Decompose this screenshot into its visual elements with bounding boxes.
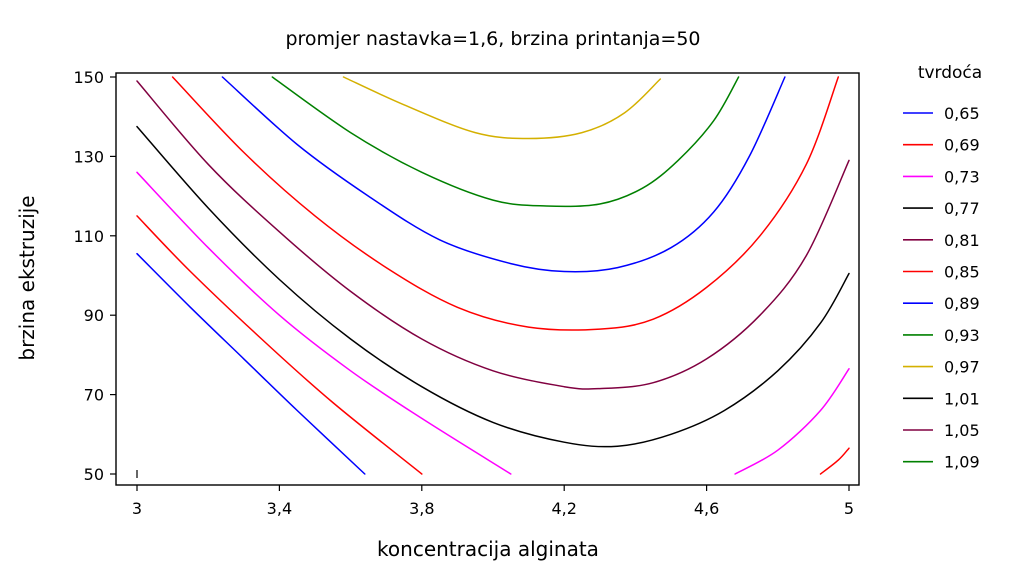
- legend-entry-9: 1,01: [903, 389, 980, 408]
- chart-title: promjer nastavka=1,6, brzina printanja=5…: [285, 28, 700, 50]
- legend-label-1: 0,69: [944, 136, 980, 155]
- legend-entry-10: 1,05: [903, 421, 980, 440]
- y-tick-label-0: 50: [84, 465, 104, 484]
- legend-entry-1: 0,69: [903, 136, 980, 155]
- x-axis: 3 3,4 3,8 4,2 4,6 5: [132, 485, 854, 518]
- legend-entry-8: 0,97: [903, 358, 980, 377]
- contour-0-65-0: [136, 252, 366, 475]
- plot-frame: [115, 72, 860, 486]
- contour-0-89-0: [221, 76, 786, 273]
- y-tick-label-5: 150: [73, 68, 104, 87]
- x-tick-label-3: 4,2: [551, 499, 576, 518]
- legend-label-4: 0,81: [944, 231, 980, 250]
- legend-label-11: 1,09: [944, 453, 980, 472]
- legend-label-9: 1,01: [944, 389, 980, 408]
- legend-entry-5: 0,85: [903, 263, 980, 282]
- contour-lines: [136, 76, 850, 478]
- y-tick-label-1: 70: [84, 386, 104, 405]
- legend-entry-4: 0,81: [903, 231, 980, 250]
- x-tick-label-2: 3,8: [409, 499, 434, 518]
- plot-area: 3 3,4 3,8 4,2 4,6 5 50 70 90 110 130 150: [73, 68, 860, 518]
- legend-entry-3: 0,77: [903, 199, 980, 218]
- contour-0-81-0: [136, 80, 850, 390]
- x-axis-label: koncentracija alginata: [377, 537, 599, 561]
- x-tick-label-5: 5: [844, 499, 854, 518]
- legend-label-10: 1,05: [944, 421, 980, 440]
- legend-entry-7: 0,93: [903, 326, 980, 345]
- y-tick-label-3: 110: [73, 227, 104, 246]
- x-tick-label-1: 3,4: [267, 499, 292, 518]
- contour-0-73-1: [734, 368, 850, 475]
- legend-label-3: 0,77: [944, 199, 980, 218]
- contour-0-93-0: [271, 76, 740, 208]
- y-tick-label-2: 90: [84, 306, 104, 325]
- legend: tvrdoća 0,65 0,69 0,73 0,77 0,81 0,85 0,89 0,93…: [903, 63, 982, 472]
- legend-entry-11: 1,09: [903, 453, 980, 472]
- legend-entry-0: 0,65: [903, 104, 980, 123]
- contour-0-77-0: [136, 125, 850, 448]
- contour-0-69-0: [136, 215, 423, 475]
- legend-label-7: 0,93: [944, 326, 980, 345]
- contour-0-73-0: [136, 171, 512, 475]
- y-axis: 50 70 90 110 130 150: [73, 68, 116, 484]
- legend-label-8: 0,97: [944, 358, 980, 377]
- legend-label-5: 0,85: [944, 263, 980, 282]
- y-axis-label: brzina ekstruzije: [15, 195, 39, 360]
- contour-0-97-0: [342, 76, 662, 140]
- legend-title: tvrdoća: [918, 63, 982, 83]
- legend-label-6: 0,89: [944, 294, 980, 313]
- y-tick-label-4: 130: [73, 147, 104, 166]
- legend-label-0: 0,65: [944, 104, 980, 123]
- legend-label-2: 0,73: [944, 167, 980, 186]
- contour-0-85-1: [819, 447, 850, 475]
- legend-entry-2: 0,73: [903, 167, 980, 186]
- x-tick-label-4: 4,6: [694, 499, 719, 518]
- legend-entry-6: 0,89: [903, 294, 980, 313]
- x-tick-label-0: 3: [132, 499, 142, 518]
- contour-0-85-0: [171, 76, 840, 331]
